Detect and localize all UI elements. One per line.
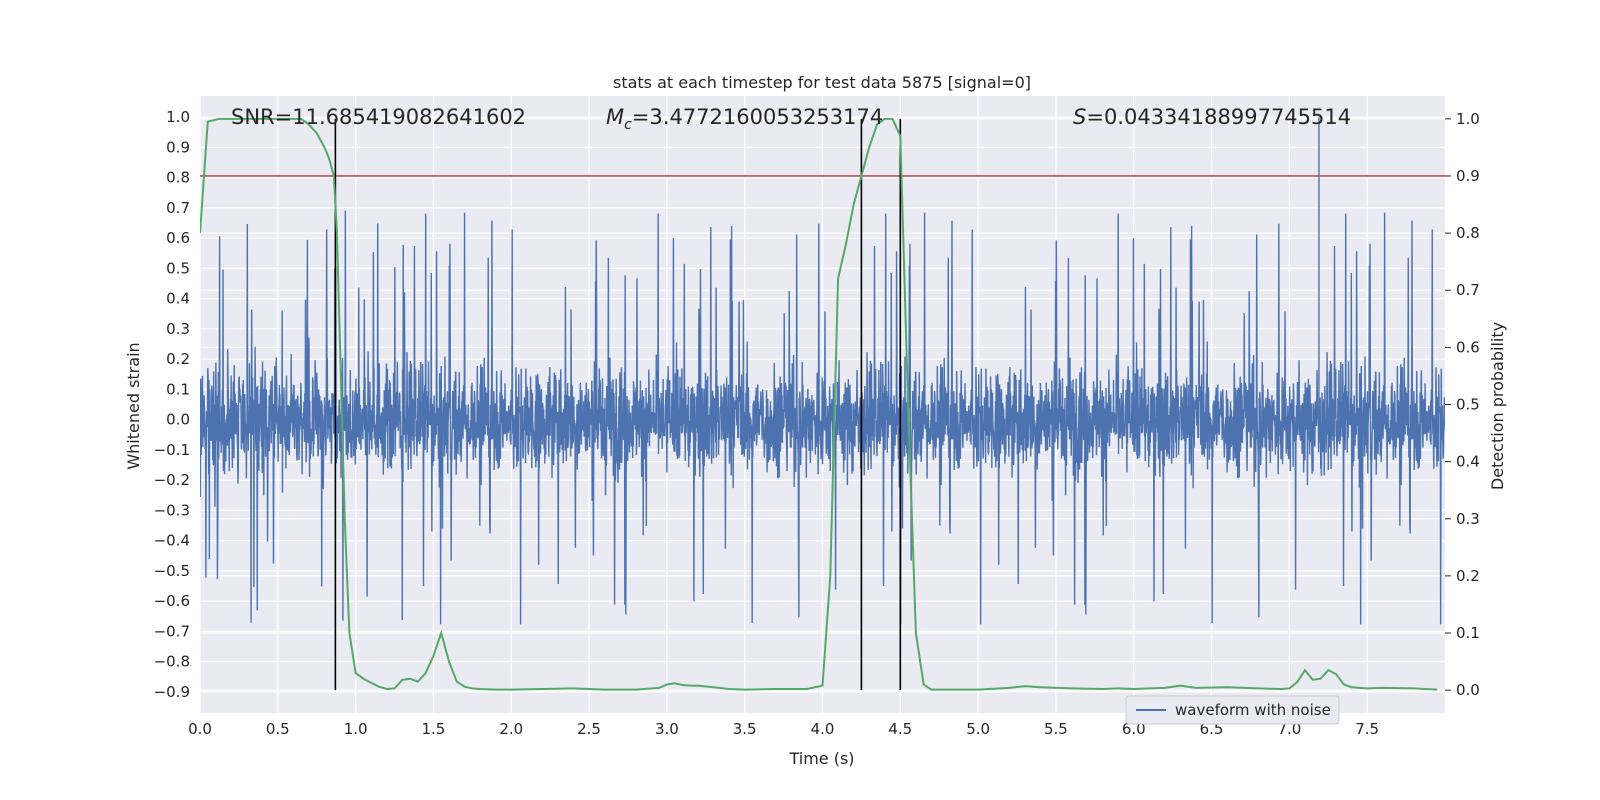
y-tick-label: 1.0	[166, 108, 190, 126]
x-tick-label: 1.5	[422, 720, 446, 738]
legend-box	[1125, 695, 1340, 725]
waveform-line	[200, 117, 1445, 625]
x-tick-label: 4.0	[811, 720, 835, 738]
probability-series	[200, 117, 1438, 691]
y2-tick-label: 0.4	[1456, 453, 1480, 471]
x-tick-label: 1.0	[344, 720, 368, 738]
s-annotation: S=0.04334188997745514	[1073, 105, 1351, 129]
y2-tick-label: 0.6	[1456, 338, 1480, 356]
y-tick-label: 0.8	[166, 169, 190, 187]
x-tick-label: 4.5	[888, 720, 912, 738]
y-tick-label: −0.1	[154, 441, 190, 459]
y-tick-label: 0.3	[166, 320, 190, 338]
y-tick-label: −0.4	[154, 532, 190, 550]
y2-tick-label: 0.3	[1456, 510, 1480, 528]
legend: waveform with noise	[1125, 695, 1340, 725]
y-tick-label: 0.1	[166, 380, 190, 398]
y-tick-label: −0.8	[154, 653, 190, 671]
y2-tick-label: 0.1	[1456, 624, 1480, 642]
y2-tick-label: 1.0	[1456, 110, 1480, 128]
chirp-mass-symbol: M	[606, 105, 624, 129]
y2-axis-label: Detection probability	[1488, 322, 1507, 490]
x-tick-label: 7.5	[1355, 720, 1379, 738]
y2-tick-label: 0.7	[1456, 281, 1480, 299]
x-tick-label: 3.5	[733, 720, 757, 738]
snr-annotation: SNR=11.685419082641602	[231, 105, 526, 129]
s-symbol: S	[1073, 105, 1086, 129]
x-tick-label: 3.0	[655, 720, 679, 738]
y-tick-label: 0.2	[166, 350, 190, 368]
probability-line	[200, 117, 1438, 691]
y-tick-label: −0.5	[154, 562, 190, 580]
y-tick-label: −0.6	[154, 592, 190, 610]
y2-tick-label: 0.5	[1456, 396, 1480, 414]
s-value: =0.04334188997745514	[1086, 105, 1351, 129]
chirp-mass-annotation: Mc=3.4772160053253174	[606, 105, 883, 133]
y-tick-label: 0.5	[166, 259, 190, 277]
x-tick-label: 2.5	[577, 720, 601, 738]
y-tick-label: 0.6	[166, 229, 190, 247]
y-axis-label: Whitened strain	[124, 342, 143, 469]
y-tick-label: −0.7	[154, 622, 190, 640]
y2-tick-label: 0.0	[1456, 681, 1480, 699]
y-tick-label: −0.2	[154, 471, 190, 489]
x-tick-label: 2.0	[499, 720, 523, 738]
overlay-lines	[200, 118, 1445, 691]
y-tick-label: −0.3	[154, 501, 190, 519]
x-tick-labels: 0.0 0.5 1.0 1.5 2.0 2.5 3.0 3.5 4.0 4.5 5.0 5.5 6.0 6…	[188, 720, 1379, 738]
waveform-series	[200, 117, 1445, 625]
y-tick-label: 0.9	[166, 138, 190, 156]
legend-label: waveform with noise	[1175, 701, 1331, 719]
y-tick-label: −0.9	[154, 683, 190, 701]
x-tick-label: 5.5	[1044, 720, 1068, 738]
x-tick-label: 0.0	[188, 720, 212, 738]
x-tick-label: 0.5	[266, 720, 290, 738]
y-tick-labels: −0.9 −0.8 −0.7 −0.6 −0.5 −0.4 −0.3 −0.2 −0.1 0.0 0…	[154, 108, 190, 701]
y-tick-label: 0.0	[166, 411, 190, 429]
chart-title: stats at each timestep for test data 587…	[613, 73, 1031, 92]
y2-tick-labels: 0.0 0.1 0.2 0.3 0.4 0.5 0.6 0.7 0.8 0.9 1.0	[1445, 110, 1480, 699]
chirp-mass-subscript: c	[624, 117, 632, 133]
y2-tick-label: 0.8	[1456, 224, 1480, 242]
y2-tick-label: 0.9	[1456, 167, 1480, 185]
chirp-mass-value: =3.4772160053253174	[632, 105, 883, 129]
x-axis-label: Time (s)	[788, 749, 854, 768]
x-tick-label: 5.0	[966, 720, 990, 738]
y-tick-label: 0.7	[166, 199, 190, 217]
y2-tick-label: 0.2	[1456, 567, 1480, 585]
y-tick-label: 0.4	[166, 290, 190, 308]
